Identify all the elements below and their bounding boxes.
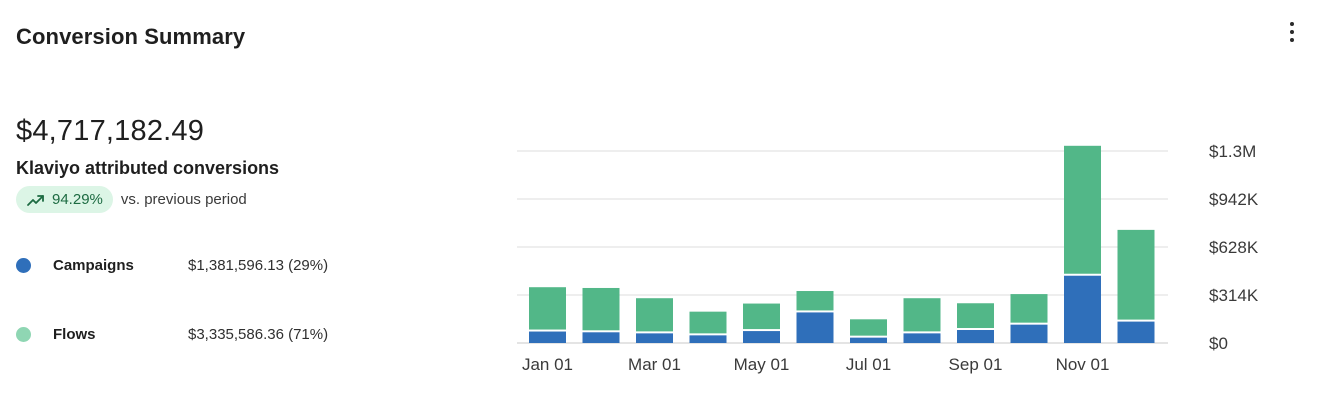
change-percent: 94.29% [52, 191, 103, 208]
total-conversions-label: Klaviyo attributed conversions [16, 158, 280, 178]
bar-campaigns-aug[interactable] [903, 333, 941, 343]
more-vertical-icon [1290, 22, 1294, 26]
bar-flows-oct[interactable] [1010, 294, 1048, 323]
change-badge: 94.29% [16, 186, 113, 213]
x-tick-label: Sep 01 [949, 355, 1003, 374]
legend-name: Flows [53, 325, 96, 343]
y-tick-label: $0 [1209, 334, 1228, 353]
bar-campaigns-mar[interactable] [636, 333, 673, 343]
card-title: Conversion Summary [16, 24, 246, 49]
bar-flows-aug[interactable] [903, 298, 941, 332]
bar-flows-nov[interactable] [1064, 145, 1101, 274]
bar-campaigns-jan[interactable] [529, 331, 566, 343]
y-tick-label: $942K [1209, 190, 1259, 209]
bar-campaigns-jun[interactable] [796, 312, 834, 343]
campaigns-swatch [16, 257, 31, 273]
bar-flows-jan[interactable] [529, 287, 566, 330]
legend-item-flows[interactable]: Flows $3,335,586.36 (71%) [16, 322, 356, 346]
x-tick-label: May 01 [734, 355, 790, 374]
bar-flows-jul[interactable] [850, 319, 887, 336]
bar-flows-feb[interactable] [582, 287, 620, 331]
bar-flows-dec[interactable] [1117, 229, 1155, 320]
x-tick-label: Mar 01 [628, 355, 681, 374]
bar-campaigns-jul[interactable] [850, 337, 887, 343]
bar-flows-sep[interactable] [957, 303, 994, 329]
bar-flows-mar[interactable] [636, 298, 673, 332]
bar-campaigns-feb[interactable] [582, 332, 620, 343]
bar-campaigns-apr[interactable] [689, 335, 727, 343]
legend-item-campaigns[interactable]: Campaigns $1,381,596.13 (29%) [16, 253, 356, 277]
period-change: 94.29% vs. previous period [16, 186, 247, 213]
legend-value: $1,381,596.13 (29%) [188, 256, 329, 274]
trending-up-icon [27, 194, 44, 206]
bar-campaigns-dec[interactable] [1117, 321, 1155, 343]
change-comparison-text: vs. previous period [120, 191, 247, 208]
total-conversions-value: $4,717,182.49 [16, 115, 205, 147]
x-tick-label: Nov 01 [1056, 355, 1110, 374]
y-tick-label: $628K [1209, 238, 1259, 257]
bar-campaigns-oct[interactable] [1010, 324, 1048, 343]
stacked-bar-chart: $0 $314K $628K $942K $1.3M Jan 01 Mar 01 May 01… [517, 142, 1259, 374]
more-options-button[interactable] [1278, 16, 1306, 48]
legend-value: $3,335,586.36 (71%) [188, 325, 329, 343]
flows-swatch [16, 326, 31, 342]
bar-campaigns-sep[interactable] [957, 330, 994, 343]
bar-campaigns-nov[interactable] [1064, 275, 1101, 343]
x-tick-label: Jan 01 [522, 355, 573, 374]
y-tick-label: $314K [1209, 286, 1259, 305]
legend-name: Campaigns [53, 256, 134, 274]
bar-campaigns-may[interactable] [743, 331, 780, 343]
bar-flows-apr[interactable] [689, 311, 727, 334]
bar-flows-may[interactable] [743, 303, 780, 330]
bar-flows-jun[interactable] [796, 291, 834, 311]
x-tick-label: Jul 01 [846, 355, 891, 374]
y-tick-label: $1.3M [1209, 142, 1256, 161]
